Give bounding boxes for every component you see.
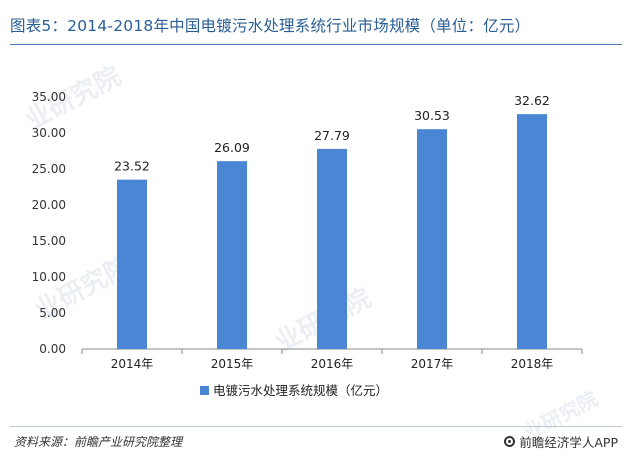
y-tick-label: 20.00 [32, 198, 66, 212]
data-label: 30.53 [414, 108, 450, 123]
bar [217, 161, 247, 349]
data-label: 32.62 [514, 93, 550, 108]
bar [417, 129, 447, 349]
y-tick-label: 15.00 [32, 234, 66, 248]
y-tick-label: 35.00 [32, 90, 66, 104]
x-tick-label: 2014年 [111, 357, 154, 371]
bar [317, 148, 347, 349]
brand-label: 前瞻经济学人APP [519, 435, 618, 450]
data-label: 23.52 [114, 159, 150, 174]
chart-title: 图表5：2014-2018年中国电镀污水处理系统行业市场规模（单位：亿元） [10, 17, 531, 35]
y-tick-label: 5.00 [39, 306, 66, 320]
y-tick-label: 10.00 [32, 270, 66, 284]
legend-label: 电镀污水处理系统规模（亿元） [213, 383, 388, 398]
x-tick-label: 2018年 [511, 357, 554, 371]
brand: 前瞻经济学人APP [504, 432, 618, 451]
data-label: 26.09 [214, 140, 250, 155]
y-tick-label: 30.00 [32, 126, 66, 140]
x-tick-label: 2015年 [211, 357, 254, 371]
legend-swatch [200, 386, 209, 395]
y-tick-label: 25.00 [32, 162, 66, 176]
x-tick-label: 2017年 [411, 357, 454, 371]
data-label: 27.79 [314, 128, 350, 143]
brand-logo-icon [504, 436, 516, 447]
footer-divider [10, 426, 622, 427]
title-divider [10, 44, 622, 45]
bar [117, 179, 147, 349]
bar [517, 114, 547, 349]
source-note: 资料来源：前瞻产业研究院整理 [14, 435, 183, 449]
x-tick-label: 2016年 [311, 357, 354, 371]
y-tick-label: 0.00 [39, 342, 66, 356]
